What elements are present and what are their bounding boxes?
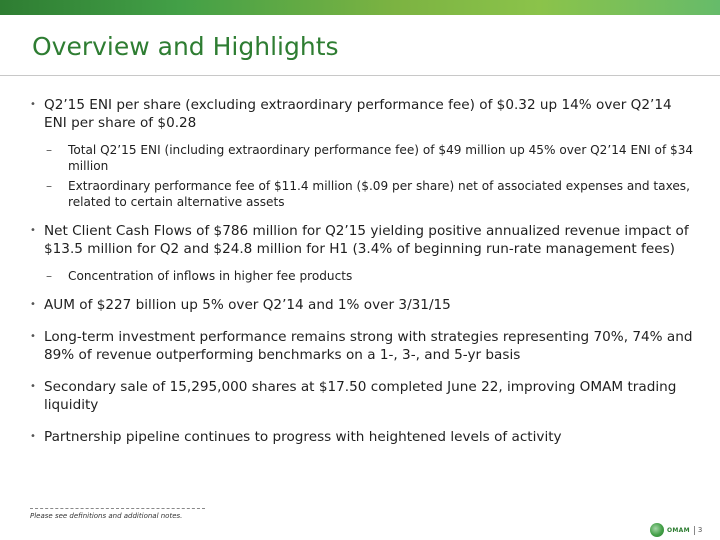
bullet-text: Secondary sale of 15,295,000 shares at $… <box>44 379 677 413</box>
sub-bullet-text: Total Q2’15 ENI (including extraordinary… <box>68 143 694 173</box>
bullet-dot-icon: • <box>30 431 36 442</box>
bullet-text: AUM of $227 billion up 5% over Q2’14 and… <box>44 297 451 313</box>
bullet-item: • AUM of $227 billion up 5% over Q2’14 a… <box>30 296 695 314</box>
bullet-text: Net Client Cash Flows of $786 million fo… <box>44 223 689 257</box>
bullet-dot-icon: • <box>30 331 36 342</box>
bullet-item: • Net Client Cash Flows of $786 million … <box>30 222 695 258</box>
footnote-divider <box>30 508 205 509</box>
dash-icon: – <box>46 179 53 193</box>
bullet-dot-icon: • <box>30 299 36 310</box>
bullet-item: • Secondary sale of 15,295,000 shares at… <box>30 378 695 414</box>
bullet-text: Partnership pipeline continues to progre… <box>44 429 562 445</box>
title-divider <box>0 75 720 76</box>
page-number: 3 <box>697 526 703 534</box>
bullet-item: • Long-term investment performance remai… <box>30 328 695 364</box>
bullet-dot-icon: • <box>30 99 36 110</box>
page-title: Overview and Highlights <box>32 32 339 61</box>
bullet-text: Q2’15 ENI per share (excluding extraordi… <box>44 97 672 131</box>
bullet-item: • Partnership pipeline continues to prog… <box>30 428 695 446</box>
omam-logo-icon <box>650 523 664 537</box>
logo-text: OMAM <box>667 526 690 534</box>
bullet-text: Long-term investment performance remains… <box>44 329 693 363</box>
page-number-divider <box>693 525 695 535</box>
dash-icon: – <box>46 143 53 157</box>
footnote: Please see definitions and additional no… <box>30 512 183 520</box>
company-logo: OMAM 3 <box>650 522 702 538</box>
bullet-item: • Q2’15 ENI per share (excluding extraor… <box>30 96 695 132</box>
sub-bullet-item: – Total Q2’15 ENI (including extraordina… <box>30 142 695 174</box>
bullet-dot-icon: • <box>30 225 36 236</box>
sub-bullet-text: Extraordinary performance fee of $11.4 m… <box>68 179 690 209</box>
bullet-list: • Q2’15 ENI per share (excluding extraor… <box>30 96 695 456</box>
dash-icon: – <box>46 269 53 283</box>
top-accent-bar <box>0 0 720 15</box>
sub-bullet-item: – Extraordinary performance fee of $11.4… <box>30 178 695 210</box>
sub-bullet-text: Concentration of inflows in higher fee p… <box>68 269 353 283</box>
bullet-dot-icon: • <box>30 381 36 392</box>
sub-bullet-item: – Concentration of inflows in higher fee… <box>30 268 695 284</box>
